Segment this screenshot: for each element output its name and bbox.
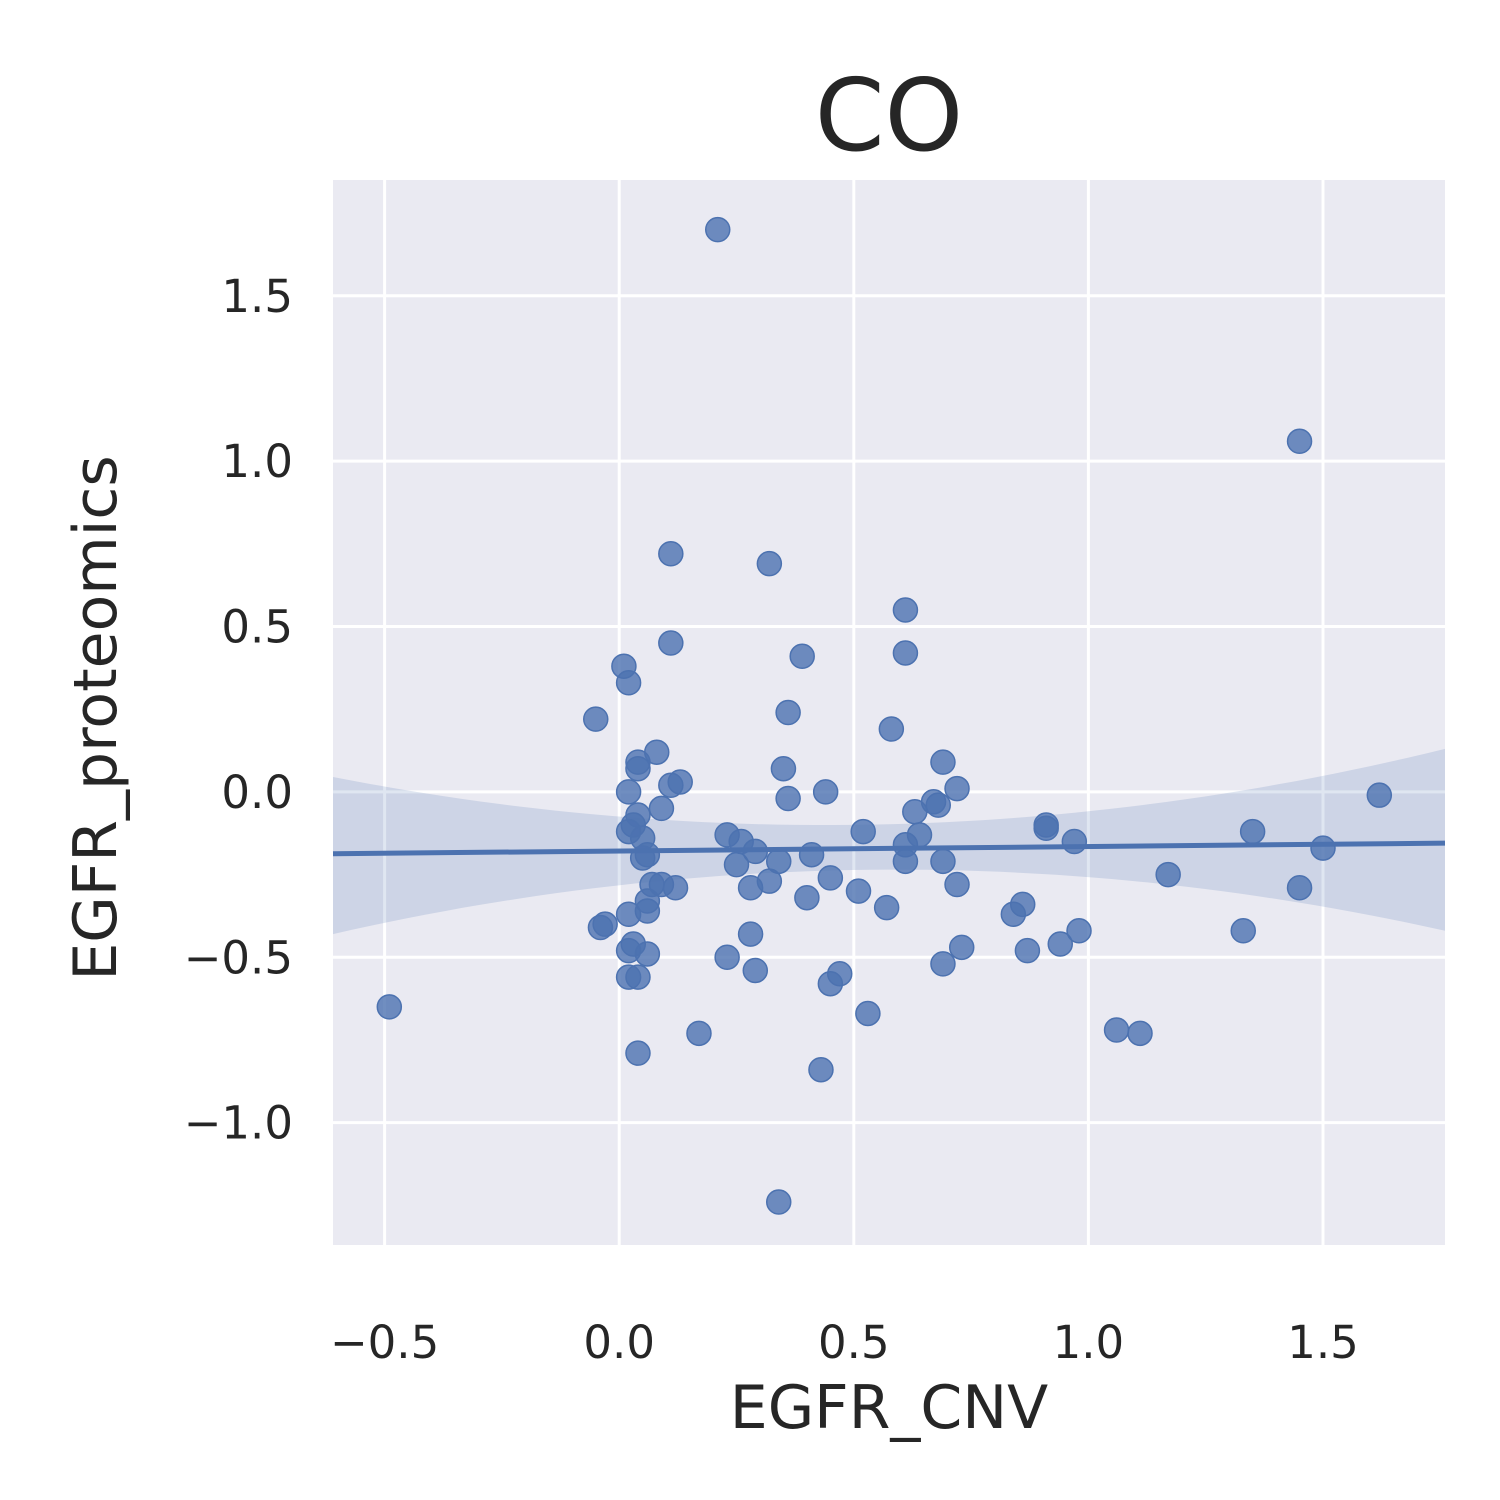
y-tick-label: 0.5 xyxy=(221,601,293,654)
data-point xyxy=(930,951,956,977)
x-tick-label: 1.0 xyxy=(1053,1316,1125,1369)
x-tick-label: 1.5 xyxy=(1287,1316,1359,1369)
data-points xyxy=(376,216,1393,1215)
data-point xyxy=(845,878,872,904)
data-point xyxy=(812,779,839,805)
y-tick-label: −1.0 xyxy=(184,1097,293,1150)
data-point xyxy=(878,716,905,742)
data-point xyxy=(648,795,675,822)
x-tick-label: 0.5 xyxy=(818,1316,890,1369)
data-point xyxy=(615,901,642,928)
x-tick-labels: −0.5 0.0 0.5 1.0 1.5 xyxy=(330,1316,1359,1369)
data-point xyxy=(873,894,900,921)
data-point xyxy=(1310,835,1336,861)
data-point xyxy=(723,851,750,878)
data-point xyxy=(658,630,684,656)
data-point xyxy=(765,1189,792,1215)
data-point xyxy=(756,550,783,577)
data-point xyxy=(1061,828,1088,855)
data-point xyxy=(930,749,956,775)
data-point xyxy=(1155,861,1181,888)
data-point xyxy=(615,669,642,696)
data-point xyxy=(1286,875,1313,901)
data-point xyxy=(817,865,844,891)
data-point xyxy=(625,1040,651,1066)
data-point xyxy=(930,848,956,875)
data-point xyxy=(625,964,651,990)
data-point xyxy=(583,706,609,732)
data-point xyxy=(775,699,801,726)
data-point xyxy=(737,921,764,947)
data-point xyxy=(704,216,731,243)
y-tick-label: 1.0 xyxy=(221,435,293,488)
data-point xyxy=(737,875,764,901)
y-tick-label: 1.5 xyxy=(221,270,293,323)
y-tick-labels: −1.0 −0.5 0.0 0.5 1.0 1.5 xyxy=(184,270,293,1150)
data-point xyxy=(742,838,769,865)
y-axis-label: EGFR_proteomics xyxy=(61,455,131,980)
y-tick-label: −0.5 xyxy=(184,931,293,984)
data-point xyxy=(742,957,769,984)
data-point xyxy=(1230,918,1256,944)
data-point xyxy=(1014,937,1041,964)
data-point xyxy=(376,994,403,1020)
data-point xyxy=(1000,901,1027,928)
data-point xyxy=(948,934,975,961)
data-point xyxy=(892,597,919,623)
data-point xyxy=(925,792,952,818)
data-point xyxy=(789,643,815,670)
data-point xyxy=(855,1000,881,1027)
data-point xyxy=(817,970,844,997)
data-point xyxy=(615,779,642,805)
data-point xyxy=(794,884,820,911)
data-point xyxy=(658,540,684,567)
data-point xyxy=(714,944,740,971)
data-point xyxy=(808,1056,834,1083)
data-point xyxy=(1047,931,1074,957)
plot-area xyxy=(333,180,1445,1245)
x-gridlines xyxy=(383,180,1325,1245)
data-point xyxy=(1366,782,1393,808)
data-point xyxy=(634,941,661,967)
data-point xyxy=(798,841,825,868)
x-axis-label: EGFR_CNV xyxy=(730,1373,1048,1443)
data-point xyxy=(902,798,928,825)
y-gridlines xyxy=(333,294,1445,1125)
data-point xyxy=(775,785,801,812)
data-point xyxy=(587,914,614,941)
data-point xyxy=(944,775,970,802)
regression-line xyxy=(332,840,1446,857)
x-tick-label: −0.5 xyxy=(330,1316,439,1369)
chart-title: CO xyxy=(815,57,964,174)
data-point xyxy=(658,772,684,799)
data-point xyxy=(629,845,656,871)
data-point xyxy=(944,871,970,898)
data-point xyxy=(1127,1020,1153,1047)
data-point xyxy=(1286,428,1313,455)
data-point xyxy=(850,818,876,845)
data-point xyxy=(662,875,689,901)
x-tick-label: 0.0 xyxy=(583,1316,655,1369)
data-point xyxy=(625,755,651,782)
data-point xyxy=(892,640,919,666)
data-point xyxy=(892,848,919,875)
data-point xyxy=(1239,818,1266,845)
data-point xyxy=(1103,1017,1130,1043)
data-point xyxy=(770,755,797,782)
y-tick-label: 0.0 xyxy=(221,766,293,819)
confidence-band xyxy=(333,748,1445,935)
data-point xyxy=(686,1020,712,1047)
data-point xyxy=(1033,815,1059,842)
data-point xyxy=(1066,918,1092,944)
